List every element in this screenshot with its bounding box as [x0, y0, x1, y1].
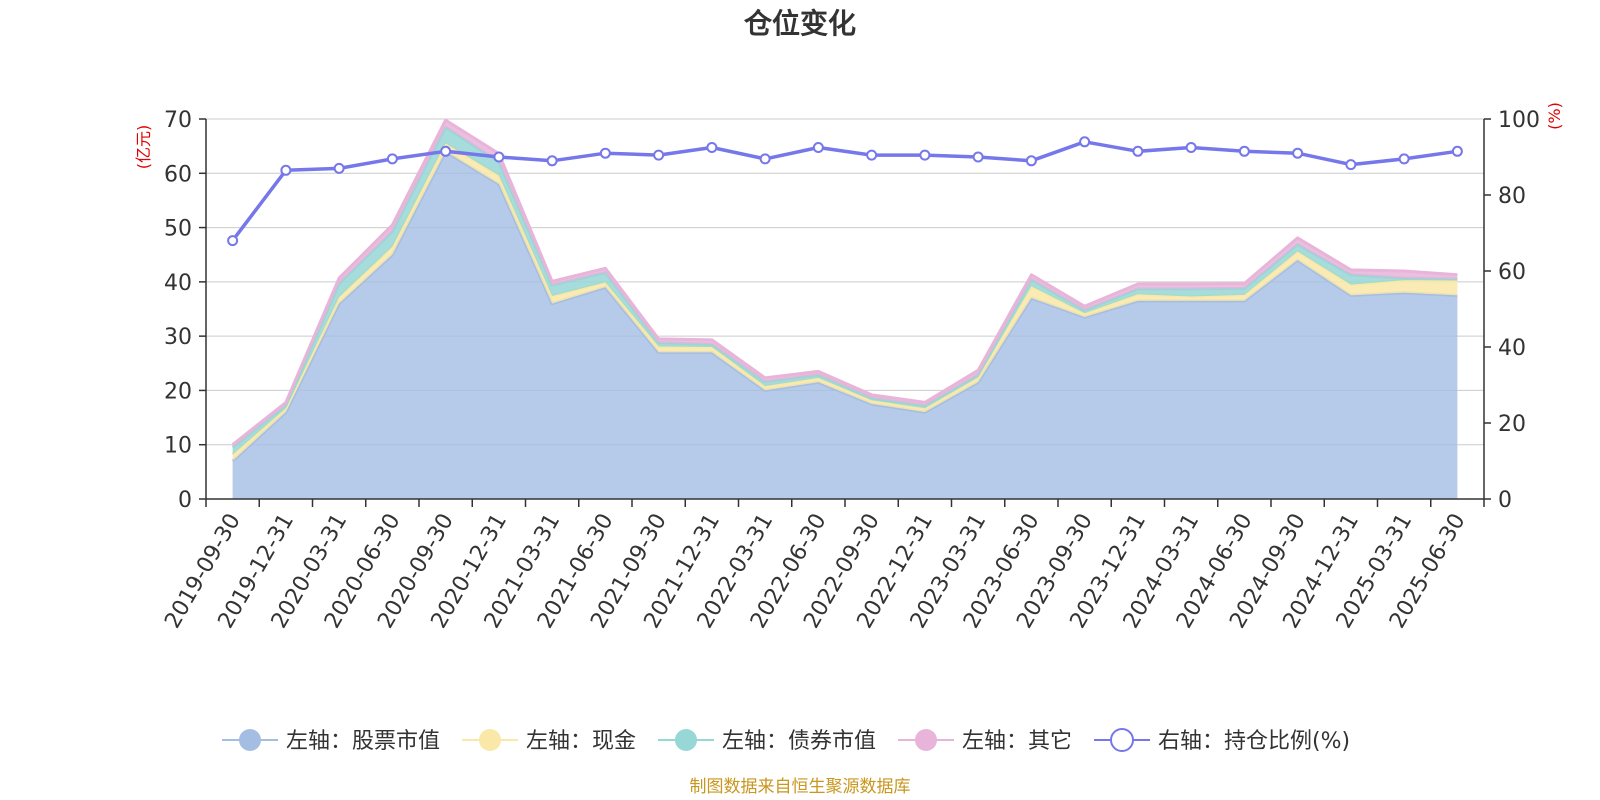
- ratio-point: [440, 145, 452, 157]
- left-tick-label: 60: [164, 162, 192, 187]
- area-series-1: [232, 151, 1458, 499]
- left-tick-label: 0: [178, 488, 192, 513]
- legend-item[interactable]: 左轴：其它: [898, 729, 1072, 754]
- ratio-point: [1025, 155, 1037, 167]
- legend-marker-icon: [915, 729, 937, 751]
- area-series-4-edge: [231, 118, 1458, 446]
- stacked-areas: [231, 118, 1458, 499]
- right-tick-label: 40: [1498, 336, 1526, 361]
- legend-item[interactable]: 左轴：股票市值: [222, 729, 440, 754]
- right-tick-label: 0: [1498, 488, 1512, 513]
- ratio-point: [866, 149, 878, 161]
- ratio-point: [1451, 145, 1463, 157]
- ratio-point: [1345, 159, 1357, 171]
- ratio-point: [599, 147, 611, 159]
- left-tick-label: 40: [164, 271, 192, 296]
- area-series-3: [232, 127, 1458, 455]
- ratio-point: [333, 162, 345, 174]
- ratio-point: [1132, 145, 1144, 157]
- legend-label: 左轴：现金: [526, 729, 636, 754]
- legend-label: 右轴：持仓比例(%): [1158, 729, 1350, 754]
- left-tick-label: 30: [164, 325, 192, 350]
- ratio-point: [706, 142, 718, 153]
- right-tick-label: 80: [1498, 184, 1526, 209]
- right-tick-label: 20: [1498, 412, 1526, 437]
- legend-marker-icon: [675, 729, 697, 751]
- right-axis-unit: (%): [1545, 102, 1564, 130]
- ratio-point: [919, 149, 931, 161]
- ratio-point: [493, 151, 505, 163]
- legend-marker-icon: [239, 729, 261, 751]
- left-tick-label: 20: [164, 379, 192, 404]
- ratio-line-path: [231, 140, 1458, 242]
- chart-title: 仓位变化: [744, 7, 856, 40]
- ratio-line: [227, 136, 1463, 247]
- left-tick-label: 50: [164, 217, 192, 242]
- legend-item[interactable]: 左轴：现金: [462, 729, 636, 754]
- ratio-point: [280, 164, 292, 176]
- left-axis-unit: (亿元): [134, 125, 153, 170]
- left-tick-label: 70: [164, 108, 192, 133]
- right-tick-label: 60: [1498, 260, 1526, 285]
- legend-item[interactable]: 右轴：持仓比例(%): [1094, 728, 1350, 754]
- right-tick-label: 100: [1498, 108, 1540, 133]
- legend-marker-icon: [479, 729, 501, 751]
- ratio-point: [386, 153, 398, 165]
- ratio-point: [812, 142, 824, 153]
- left-tick-label: 10: [164, 434, 192, 459]
- data-source-note: 制图数据来自恒生聚源数据库: [690, 777, 911, 797]
- legend-item[interactable]: 左轴：债券市值: [658, 729, 876, 754]
- ratio-point: [1238, 145, 1250, 157]
- ratio-point: [1292, 147, 1304, 159]
- legend-label: 左轴：股票市值: [286, 729, 440, 754]
- legend-marker-icon: [1110, 728, 1134, 752]
- legend-label: 左轴：债券市值: [722, 729, 876, 754]
- ratio-point: [1185, 142, 1197, 153]
- ratio-point: [1079, 136, 1091, 148]
- ratio-point: [653, 149, 665, 161]
- ratio-point: [1398, 153, 1410, 165]
- ratio-point: [546, 155, 558, 167]
- ratio-point: [227, 235, 239, 247]
- ratio-point: [759, 153, 771, 165]
- legend-label: 左轴：其它: [962, 729, 1072, 754]
- legend: 左轴：股票市值 左轴：现金 左轴：债券市值 左轴：其它 右轴：持仓比例(%): [222, 728, 1350, 754]
- ratio-point: [972, 151, 984, 163]
